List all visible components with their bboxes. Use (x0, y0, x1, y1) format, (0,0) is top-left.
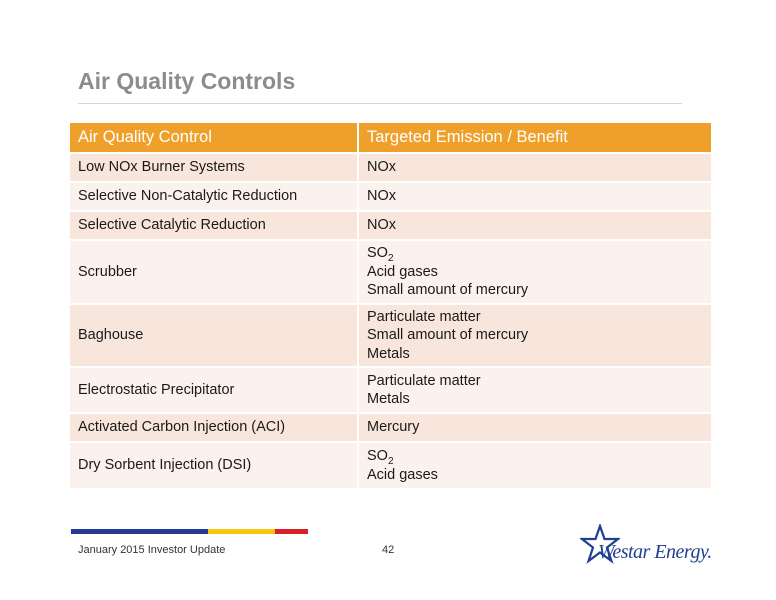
control-cell: Dry Sorbent Injection (DSI) (70, 441, 359, 488)
benefit-line: Metals (367, 391, 410, 407)
table-row: Scrubber SO2 Acid gases Small amount of … (70, 239, 711, 304)
so2-text: SO (367, 448, 388, 464)
benefit-line: Mercury (367, 419, 420, 436)
column-header-benefit: Targeted Emission / Benefit (358, 123, 711, 153)
control-cell: Scrubber (70, 239, 359, 304)
footer-stripe-yellow (208, 529, 275, 534)
air-quality-table: Air Quality Control Targeted Emission / … (70, 123, 711, 488)
benefit-line: Acid gases (367, 263, 438, 280)
so2-subscript: 2 (387, 253, 394, 265)
benefit-line: Particulate matter (367, 308, 481, 325)
table-row: Selective Catalytic Reduction NOx (70, 210, 711, 240)
table-row: Dry Sorbent Injection (DSI) SO2 Acid gas… (70, 441, 711, 488)
benefit-cell: NOx (358, 210, 711, 240)
benefit-cell: NOx (358, 152, 711, 182)
footer-stripe-red (275, 529, 308, 534)
benefit-line: Acid gases (367, 466, 438, 483)
benefit-cell: NOx (358, 181, 711, 211)
benefit-cell: Mercury (358, 412, 711, 442)
table-row: Selective Non-Catalytic Reduction NOx (70, 181, 711, 211)
benefit-line: Small amount of mercury (367, 282, 529, 299)
benefit-line: NOx (367, 188, 396, 205)
so2-text: SO (367, 245, 388, 262)
benefit-cell: SO2 Acid gases (358, 441, 711, 488)
benefit-line: Particulate matter (367, 372, 481, 389)
table-header-row: Air Quality Control Targeted Emission / … (70, 123, 711, 153)
benefit-line: Small amount of mercury (367, 327, 529, 344)
control-cell: Baghouse (70, 303, 359, 367)
benefit-cell: Particulate matter Metals (358, 366, 711, 413)
table-row: Activated Carbon Injection (ACI) Mercury (70, 412, 711, 442)
benefit-line: SO2 (367, 244, 703, 263)
control-cell: Electrostatic Precipitator (70, 366, 359, 413)
star-icon (580, 524, 620, 564)
control-cell: Selective Catalytic Reduction (70, 210, 359, 240)
page-number: 42 (382, 544, 395, 556)
benefit-cell: SO2 Acid gases Small amount of mercury (358, 239, 711, 304)
benefit-cell: Particulate matter Small amount of mercu… (358, 303, 711, 367)
title-divider (78, 103, 682, 104)
benefit-line: SO2 (367, 447, 703, 466)
page-title: Air Quality Controls (78, 68, 296, 94)
control-cell: Low NOx Burner Systems (70, 152, 359, 182)
table-row: Low NOx Burner Systems NOx (70, 152, 711, 182)
control-cell: Selective Non-Catalytic Reduction (70, 181, 359, 211)
westar-energy-logo: Westar Energy. (580, 524, 715, 570)
benefit-line: NOx (367, 217, 396, 234)
logo-wordmark: Westar Energy. (598, 541, 712, 563)
so2-subscript: 2 (387, 455, 394, 467)
control-cell: Activated Carbon Injection (ACI) (70, 412, 359, 442)
table-row: Baghouse Particulate matter Small amount… (70, 303, 711, 367)
footer-stripe-blue (71, 529, 208, 534)
footer-caption: January 2015 Investor Update (78, 544, 226, 556)
benefit-line: Metals (367, 345, 410, 362)
table-row: Electrostatic Precipitator Particulate m… (70, 366, 711, 413)
column-header-control: Air Quality Control (70, 123, 359, 153)
benefit-line: NOx (367, 159, 396, 176)
